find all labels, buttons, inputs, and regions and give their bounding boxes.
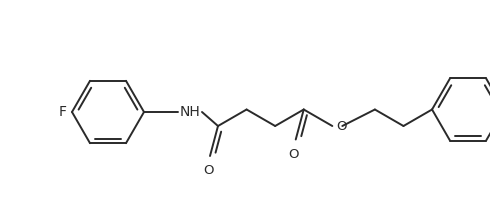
Text: O: O <box>336 120 347 132</box>
Text: F: F <box>59 105 67 119</box>
Text: O: O <box>289 148 299 161</box>
Text: O: O <box>203 164 213 177</box>
Text: NH: NH <box>180 105 200 119</box>
